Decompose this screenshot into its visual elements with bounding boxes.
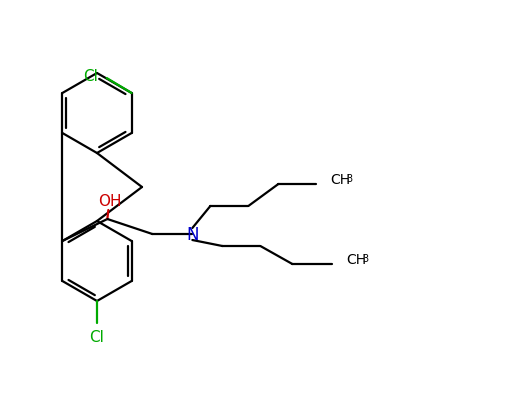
Text: 3: 3	[346, 174, 352, 184]
Text: CH: CH	[330, 173, 351, 187]
Text: Cl: Cl	[83, 69, 98, 84]
Text: 3: 3	[362, 254, 369, 264]
Text: Cl: Cl	[90, 329, 104, 344]
Text: N: N	[186, 226, 199, 244]
Text: OH: OH	[99, 193, 122, 208]
Text: CH: CH	[346, 253, 367, 267]
